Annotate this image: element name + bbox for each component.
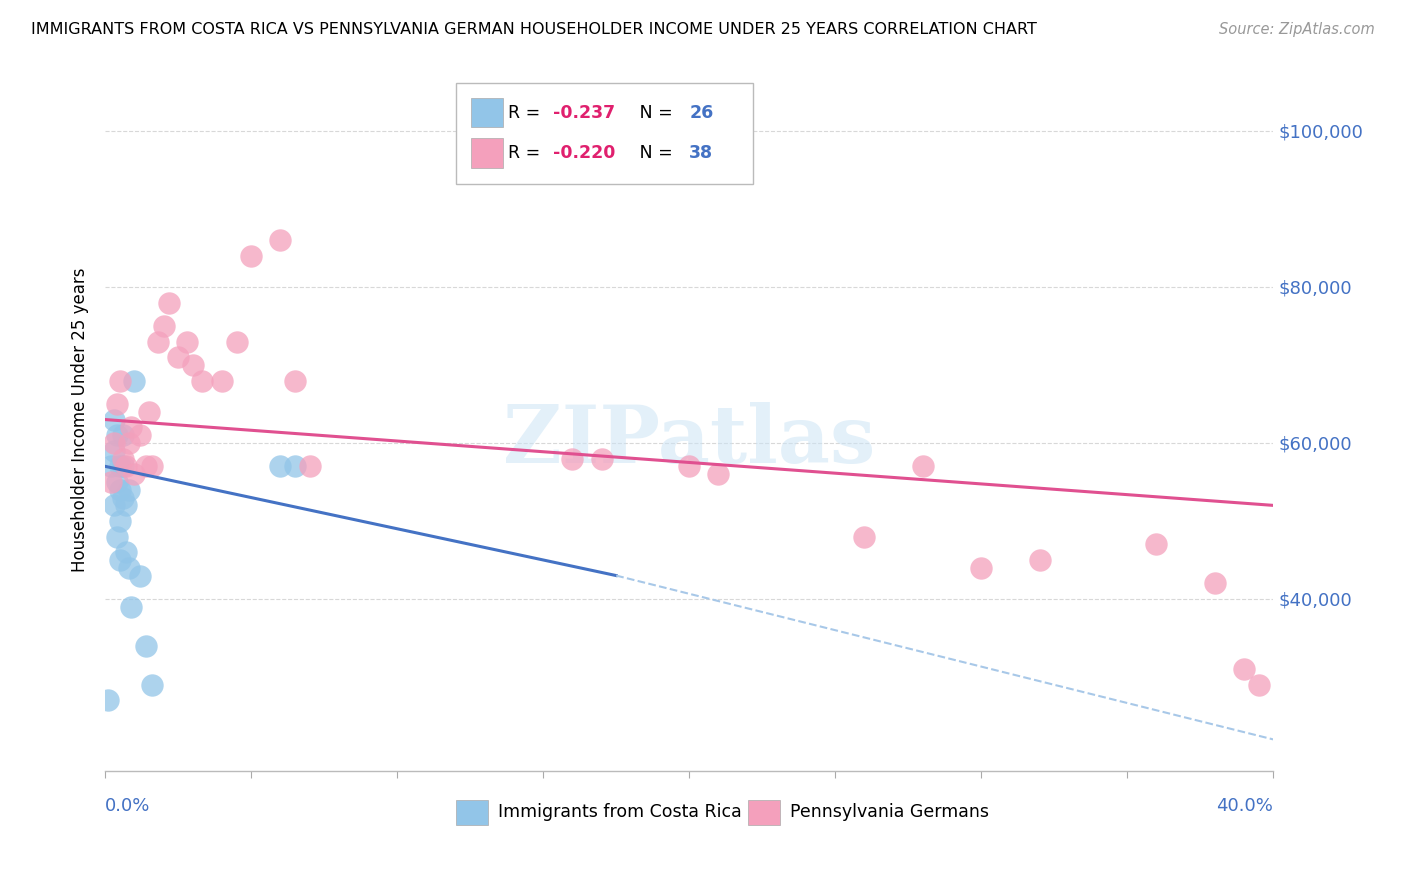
Point: [678, 459, 700, 474]
FancyBboxPatch shape: [748, 800, 780, 824]
Point: [240, 249, 263, 263]
Point: [911, 459, 934, 474]
Text: R =: R =: [508, 144, 546, 161]
Text: 26: 26: [689, 103, 713, 121]
Point: [284, 459, 307, 474]
Text: N =: N =: [623, 103, 678, 121]
FancyBboxPatch shape: [471, 98, 503, 128]
Point: [1247, 678, 1270, 692]
Point: [117, 561, 139, 575]
Point: [269, 459, 291, 474]
Point: [853, 530, 876, 544]
Point: [114, 459, 136, 474]
Text: 40.0%: 40.0%: [1216, 797, 1274, 815]
Y-axis label: Householder Income Under 25 years: Householder Income Under 25 years: [72, 268, 89, 572]
Point: [105, 397, 128, 411]
Point: [269, 233, 291, 247]
Point: [105, 475, 128, 489]
Point: [138, 405, 160, 419]
Point: [181, 358, 204, 372]
Point: [129, 428, 152, 442]
Point: [146, 334, 169, 349]
Point: [135, 639, 157, 653]
Text: N =: N =: [623, 144, 678, 161]
Point: [707, 467, 730, 482]
Point: [103, 499, 125, 513]
Point: [211, 374, 233, 388]
Point: [284, 374, 307, 388]
Text: -0.220: -0.220: [553, 144, 614, 161]
Point: [159, 295, 181, 310]
Text: -0.237: -0.237: [553, 103, 614, 121]
Point: [561, 451, 583, 466]
Point: [108, 374, 131, 388]
Text: Pennsylvania Germans: Pennsylvania Germans: [790, 803, 988, 821]
Point: [108, 459, 131, 474]
Point: [591, 451, 613, 466]
Point: [1204, 576, 1226, 591]
Point: [105, 530, 128, 544]
Text: Immigrants from Costa Rica: Immigrants from Costa Rica: [498, 803, 741, 821]
Text: IMMIGRANTS FROM COSTA RICA VS PENNSYLVANIA GERMAN HOUSEHOLDER INCOME UNDER 25 YE: IMMIGRANTS FROM COSTA RICA VS PENNSYLVAN…: [31, 22, 1036, 37]
Point: [129, 568, 152, 582]
FancyBboxPatch shape: [471, 138, 503, 168]
Point: [141, 459, 163, 474]
Point: [970, 561, 993, 575]
FancyBboxPatch shape: [456, 83, 754, 185]
Point: [103, 443, 125, 458]
Text: Source: ZipAtlas.com: Source: ZipAtlas.com: [1219, 22, 1375, 37]
Point: [298, 459, 321, 474]
Point: [108, 514, 131, 528]
Point: [100, 459, 122, 474]
FancyBboxPatch shape: [456, 800, 488, 824]
Point: [108, 553, 131, 567]
Text: R =: R =: [508, 103, 546, 121]
Point: [97, 693, 120, 707]
Point: [176, 334, 198, 349]
Point: [121, 599, 143, 614]
Point: [190, 374, 212, 388]
Point: [152, 318, 174, 333]
Point: [103, 436, 125, 450]
Point: [111, 428, 134, 442]
Point: [121, 420, 143, 434]
Point: [114, 499, 136, 513]
Point: [100, 475, 122, 489]
Point: [105, 428, 128, 442]
Point: [1144, 537, 1167, 551]
Point: [167, 350, 190, 364]
Point: [141, 678, 163, 692]
Text: 0.0%: 0.0%: [105, 797, 150, 815]
Point: [111, 459, 134, 474]
Point: [1233, 662, 1256, 676]
Point: [103, 412, 125, 426]
Point: [135, 459, 157, 474]
Point: [117, 483, 139, 497]
Point: [111, 491, 134, 505]
Point: [111, 451, 134, 466]
Point: [117, 436, 139, 450]
Point: [108, 483, 131, 497]
Point: [114, 545, 136, 559]
Text: ZIPatlas: ZIPatlas: [503, 401, 876, 480]
Text: 38: 38: [689, 144, 713, 161]
Point: [124, 374, 146, 388]
Point: [1028, 553, 1050, 567]
Point: [225, 334, 247, 349]
Point: [124, 467, 146, 482]
